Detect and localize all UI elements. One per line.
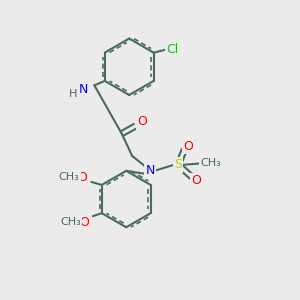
Text: CH₃: CH₃ [201,158,221,168]
Text: S: S [174,158,182,171]
Text: CH₃: CH₃ [60,217,81,227]
Text: Cl: Cl [166,43,178,56]
Text: CH₃: CH₃ [59,172,80,182]
Text: O: O [77,171,87,184]
Text: N: N [79,83,88,96]
Text: O: O [191,174,201,187]
Text: O: O [79,216,89,229]
Text: O: O [138,115,148,128]
Text: N: N [145,164,155,177]
Text: O: O [184,140,194,153]
Text: H: H [69,89,78,99]
